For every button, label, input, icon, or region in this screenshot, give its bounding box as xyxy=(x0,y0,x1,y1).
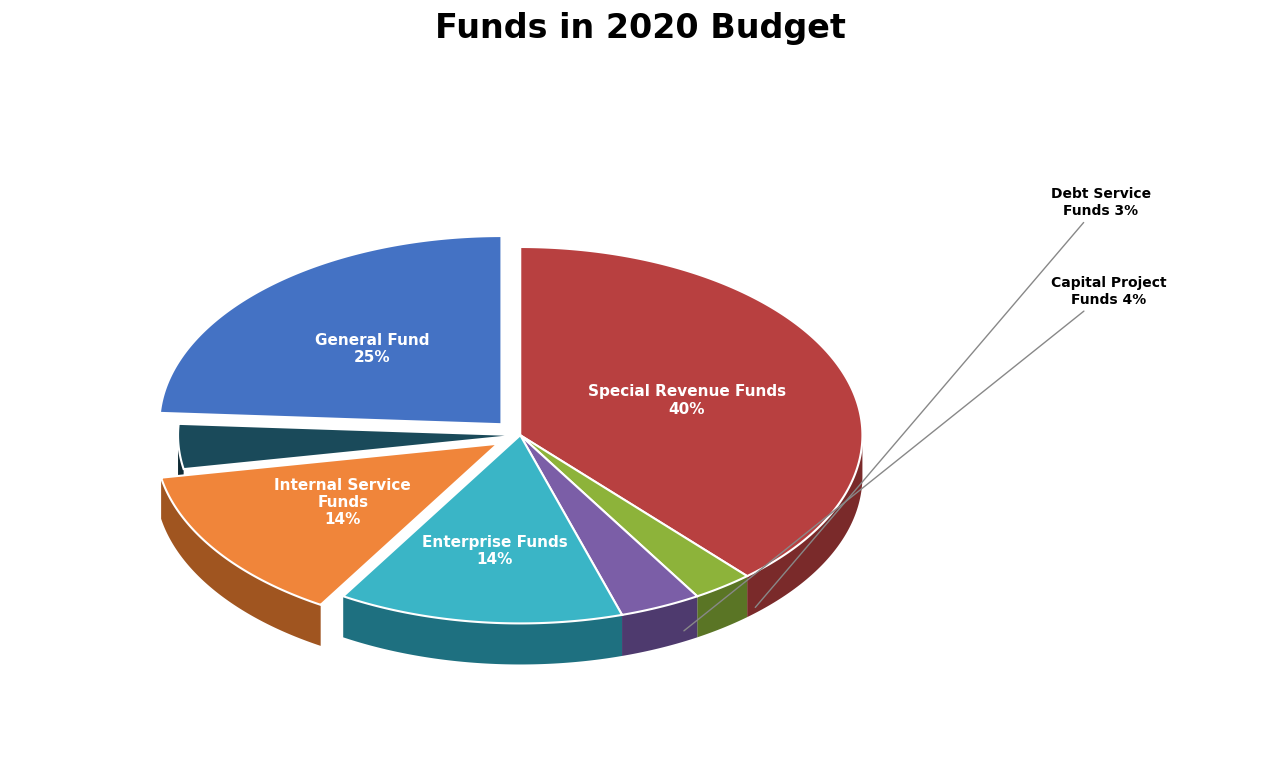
Polygon shape xyxy=(622,596,698,656)
Polygon shape xyxy=(178,436,183,510)
Polygon shape xyxy=(698,576,748,637)
Text: Internal Service
Funds
14%: Internal Service Funds 14% xyxy=(274,477,411,528)
Polygon shape xyxy=(520,247,863,576)
Polygon shape xyxy=(161,444,498,604)
Polygon shape xyxy=(520,436,698,615)
Polygon shape xyxy=(161,477,321,646)
Text: Debt Service
Funds 3%: Debt Service Funds 3% xyxy=(755,188,1151,608)
Text: Capital Project
Funds 4%: Capital Project Funds 4% xyxy=(684,277,1166,631)
Polygon shape xyxy=(343,436,622,623)
Polygon shape xyxy=(343,596,622,664)
Title: Funds in 2020 Budget: Funds in 2020 Budget xyxy=(435,12,845,45)
Polygon shape xyxy=(160,236,502,424)
Polygon shape xyxy=(748,436,863,617)
Text: General Fund
25%: General Fund 25% xyxy=(315,332,430,365)
Text: Enterprise Funds
14%: Enterprise Funds 14% xyxy=(422,535,567,567)
Text: Special Revenue Funds
40%: Special Revenue Funds 40% xyxy=(588,384,786,417)
Polygon shape xyxy=(178,424,520,469)
Polygon shape xyxy=(520,436,748,596)
